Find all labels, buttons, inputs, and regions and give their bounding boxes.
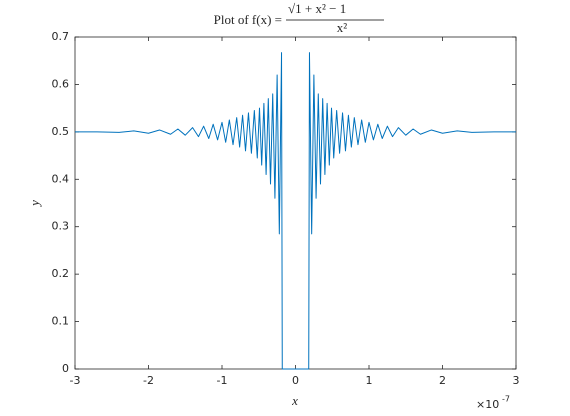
y-tick-label: 0.2 [52, 267, 70, 280]
y-tick-label: 0.5 [52, 125, 70, 138]
y-tick-label: 0.3 [52, 220, 70, 233]
y-tick-label: 0.4 [52, 172, 70, 185]
x-label: x [291, 393, 298, 408]
y-tick-label: 0.1 [52, 315, 70, 328]
y-tick-label: 0.6 [52, 77, 70, 90]
title-denominator: x² [337, 20, 348, 35]
x-tick-label: 2 [439, 374, 446, 387]
x-tick-label: -3 [70, 374, 81, 387]
x-tick-label: 3 [513, 374, 520, 387]
data-line [75, 52, 516, 370]
x-multiplier: ×10 [476, 398, 499, 411]
y-tick-label: 0 [62, 362, 69, 375]
x-multiplier-exponent: -7 [502, 395, 510, 404]
x-tick-label: 1 [366, 374, 373, 387]
y-tick-label: 0.7 [52, 30, 70, 43]
x-tick-label: -2 [143, 374, 154, 387]
title-prefix: Plot of f(x) = [214, 12, 282, 27]
y-label: y [27, 200, 42, 208]
title-numerator: √1 + x² − 1 [288, 1, 346, 16]
x-tick-label: -1 [217, 374, 228, 387]
x-tick-label: 0 [292, 374, 299, 387]
